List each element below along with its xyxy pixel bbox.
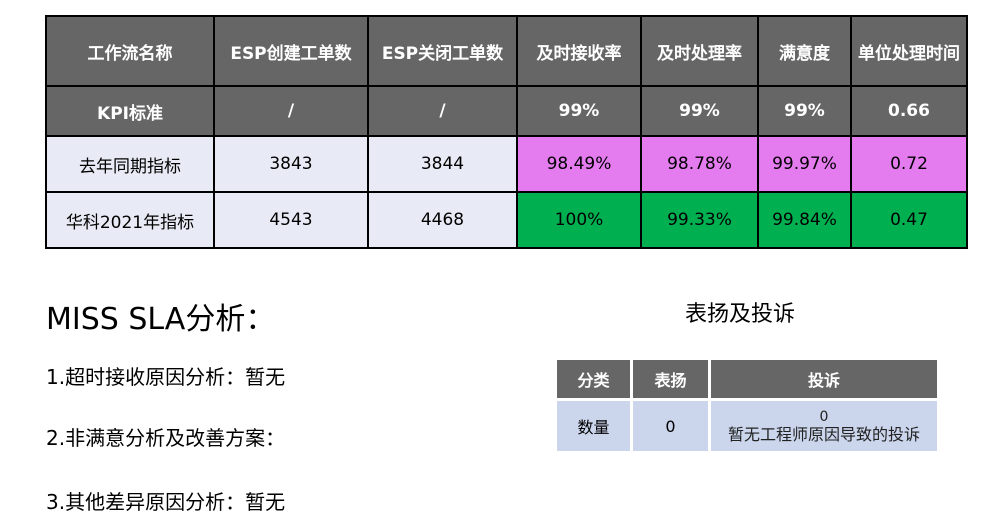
table-cell: 99.97% [757, 135, 852, 193]
header-cell: ESP创建工单数 [213, 15, 369, 87]
table-cell: 98.49% [516, 135, 642, 193]
table-cell: 0 暂无工程师原因导致的投诉 [711, 401, 937, 451]
table-cell: 100% [516, 191, 642, 249]
table-cell: 99.84% [757, 191, 852, 249]
praise-complaint-table: 分类 表扬 投诉 数量 0 0 暂无工程师原因导致的投诉 [554, 357, 940, 454]
header-cell: 表扬 [633, 360, 708, 398]
complaint-note: 暂无工程师原因导致的投诉 [727, 425, 920, 444]
table-cell: 0.72 [850, 135, 968, 193]
header-cell: ESP关闭工单数 [367, 15, 518, 87]
table-cell: 0 [633, 401, 708, 451]
table-cell: 去年同期指标 [45, 135, 215, 193]
table-cell: 3844 [367, 135, 518, 193]
table-cell: / [367, 85, 518, 137]
table-cell: 99% [640, 85, 759, 137]
this-year-row: 华科2021年指标 4543 4468 100% 99.33% 99.84% 0… [45, 191, 968, 249]
praise-body-row: 数量 0 0 暂无工程师原因导致的投诉 [557, 401, 937, 451]
header-cell: 投诉 [711, 360, 937, 398]
praise-header-row: 分类 表扬 投诉 [557, 360, 937, 398]
last-year-row: 去年同期指标 3843 3844 98.49% 98.78% 99.97% 0.… [45, 135, 968, 193]
complaint-count: 0 [819, 409, 829, 425]
kpi-header-row: 工作流名称 ESP创建工单数 ESP关闭工单数 及时接收率 及时处理率 满意度 … [45, 15, 968, 87]
praise-title: 表扬及投诉 [685, 302, 796, 327]
header-cell: 及时接收率 [516, 15, 642, 87]
header-cell: 满意度 [757, 15, 852, 87]
table-cell: 4468 [367, 191, 518, 249]
table-cell: 华科2021年指标 [45, 191, 215, 249]
table-cell: 4543 [213, 191, 369, 249]
table-cell: 99% [757, 85, 852, 137]
table-cell: 99.33% [640, 191, 759, 249]
table-cell: 98.78% [640, 135, 759, 193]
header-cell: 单位处理时间 [850, 15, 968, 87]
analysis-item: 1.超时接收原因分析：暂无 [46, 365, 286, 389]
table-cell: KPI标准 [45, 85, 215, 137]
kpi-standard-row: KPI标准 / / 99% 99% 99% 0.66 [45, 85, 968, 137]
table-cell: 99% [516, 85, 642, 137]
table-cell: 数量 [557, 401, 630, 451]
miss-sla-title: MISS SLA分析： [46, 302, 276, 337]
analysis-item: 3.其他差异原因分析：暂无 [46, 490, 286, 514]
header-cell: 分类 [557, 360, 630, 398]
table-cell: 0.47 [850, 191, 968, 249]
kpi-table: 工作流名称 ESP创建工单数 ESP关闭工单数 及时接收率 及时处理率 满意度 … [45, 15, 968, 249]
table-cell: 3843 [213, 135, 369, 193]
table-cell: / [213, 85, 369, 137]
header-cell: 及时处理率 [640, 15, 759, 87]
analysis-item: 2.非满意分析及改善方案： [46, 426, 286, 450]
header-cell: 工作流名称 [45, 15, 215, 87]
table-cell: 0.66 [850, 85, 968, 137]
